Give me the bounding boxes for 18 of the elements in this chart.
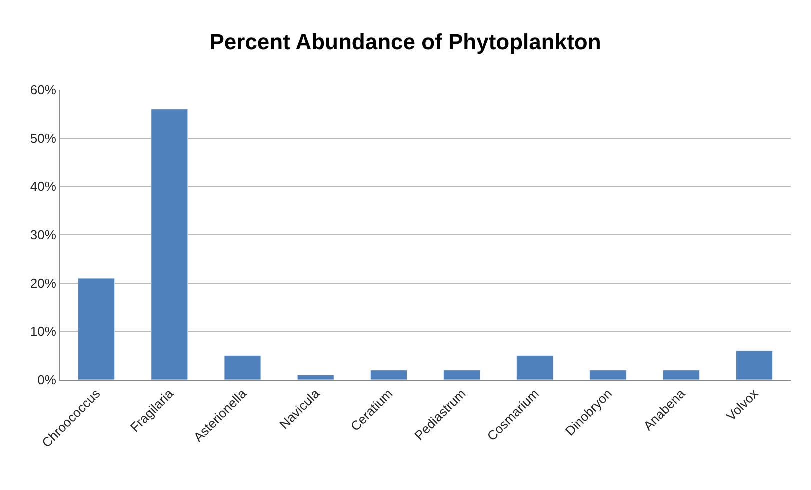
y-tick-label: 50% bbox=[30, 130, 57, 146]
bar bbox=[297, 374, 334, 380]
bar bbox=[224, 356, 262, 380]
y-tick-label: 60% bbox=[30, 82, 57, 98]
y-tick-label: 30% bbox=[30, 228, 57, 243]
bar bbox=[78, 278, 116, 380]
bar bbox=[151, 109, 188, 380]
chart-title: Percent Abundance of Phytoplankton bbox=[210, 30, 602, 55]
bar bbox=[662, 370, 700, 380]
y-tick-label: 0% bbox=[38, 372, 57, 388]
y-tick-label: 40% bbox=[30, 179, 57, 194]
y-tick-label: 20% bbox=[30, 276, 57, 291]
bar bbox=[370, 370, 408, 380]
bar bbox=[736, 350, 773, 380]
bar bbox=[444, 370, 481, 380]
y-tick-label: 10% bbox=[30, 324, 57, 340]
bar bbox=[516, 356, 554, 380]
bar bbox=[590, 370, 627, 380]
